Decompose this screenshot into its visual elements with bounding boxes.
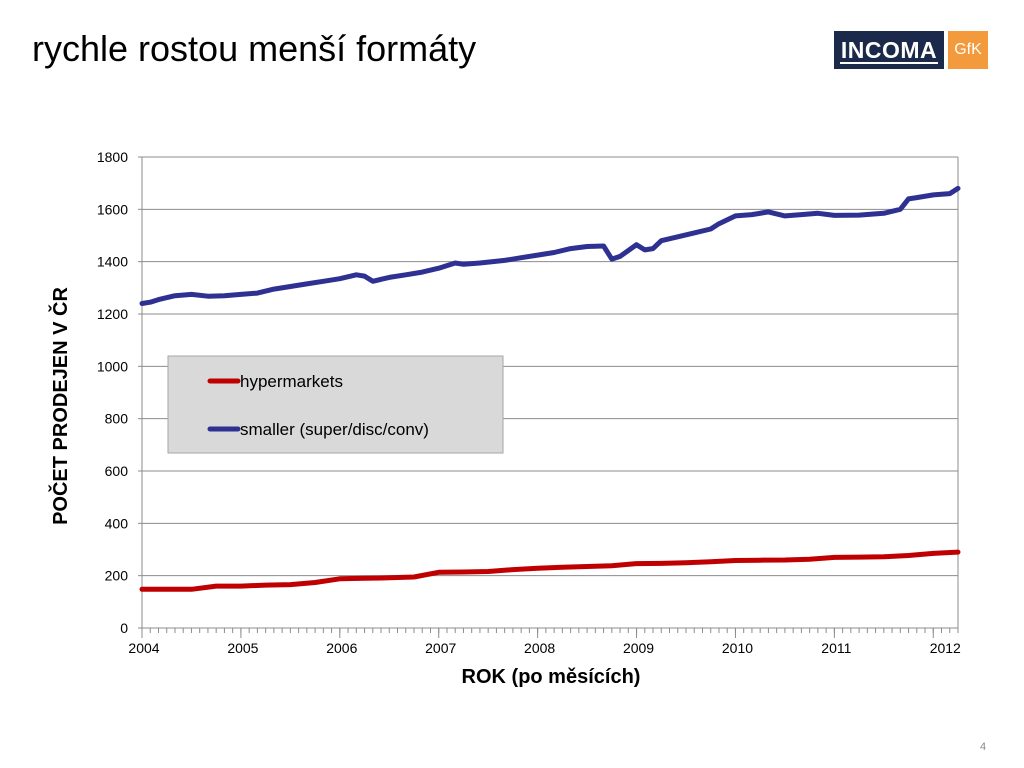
x-tick-label: 2008 [524,640,555,656]
x-tick-label: 2009 [623,640,654,656]
x-axis-title: ROK (po měsících) [462,666,641,688]
x-tick-label: 2010 [722,640,753,656]
hypermarkets-line [139,549,961,592]
y-tick-label: 1000 [97,358,128,374]
legend-label: hypermarkets [240,372,343,391]
y-tick-label: 1200 [97,306,128,322]
axes: 0 200 400 600 800 1000 1200 1400 1600 1800 2004 200… [97,149,961,656]
x-tick-label: 2012 [930,640,961,656]
slide-title: rychle rostou menší formáty [32,28,477,69]
incoma-logo: INCOMA [834,31,944,69]
legend: hypermarkets smaller (super/disc/conv) [167,355,504,454]
y-tick-label: 0 [120,620,128,636]
y-tick-label: 600 [105,463,129,479]
incoma-gfk-logo: INCOMA GfK [834,31,988,69]
legend-box [167,355,504,454]
legend-label: smaller (super/disc/conv) [240,420,429,439]
x-tick-label: 2005 [227,640,258,656]
x-tick-label: 2011 [821,640,851,656]
gfk-logo: GfK [948,31,988,69]
y-tick-label: 400 [105,515,129,531]
smaller-formats-line [139,185,961,306]
series-lines [139,185,961,592]
x-tick-label: 2006 [326,640,357,656]
y-axis-title: POČET PRODEJEN V ČR [48,287,72,525]
y-tick-label: 1800 [97,149,128,165]
y-tick-label: 1600 [97,201,128,217]
y-tick-label: 200 [105,568,129,584]
x-tick-label: 2004 [128,640,159,656]
y-tick-label: 1400 [97,254,128,270]
page-number: 4 [980,741,987,753]
x-tick-label: 2007 [425,640,456,656]
y-tick-label: 800 [105,411,129,427]
